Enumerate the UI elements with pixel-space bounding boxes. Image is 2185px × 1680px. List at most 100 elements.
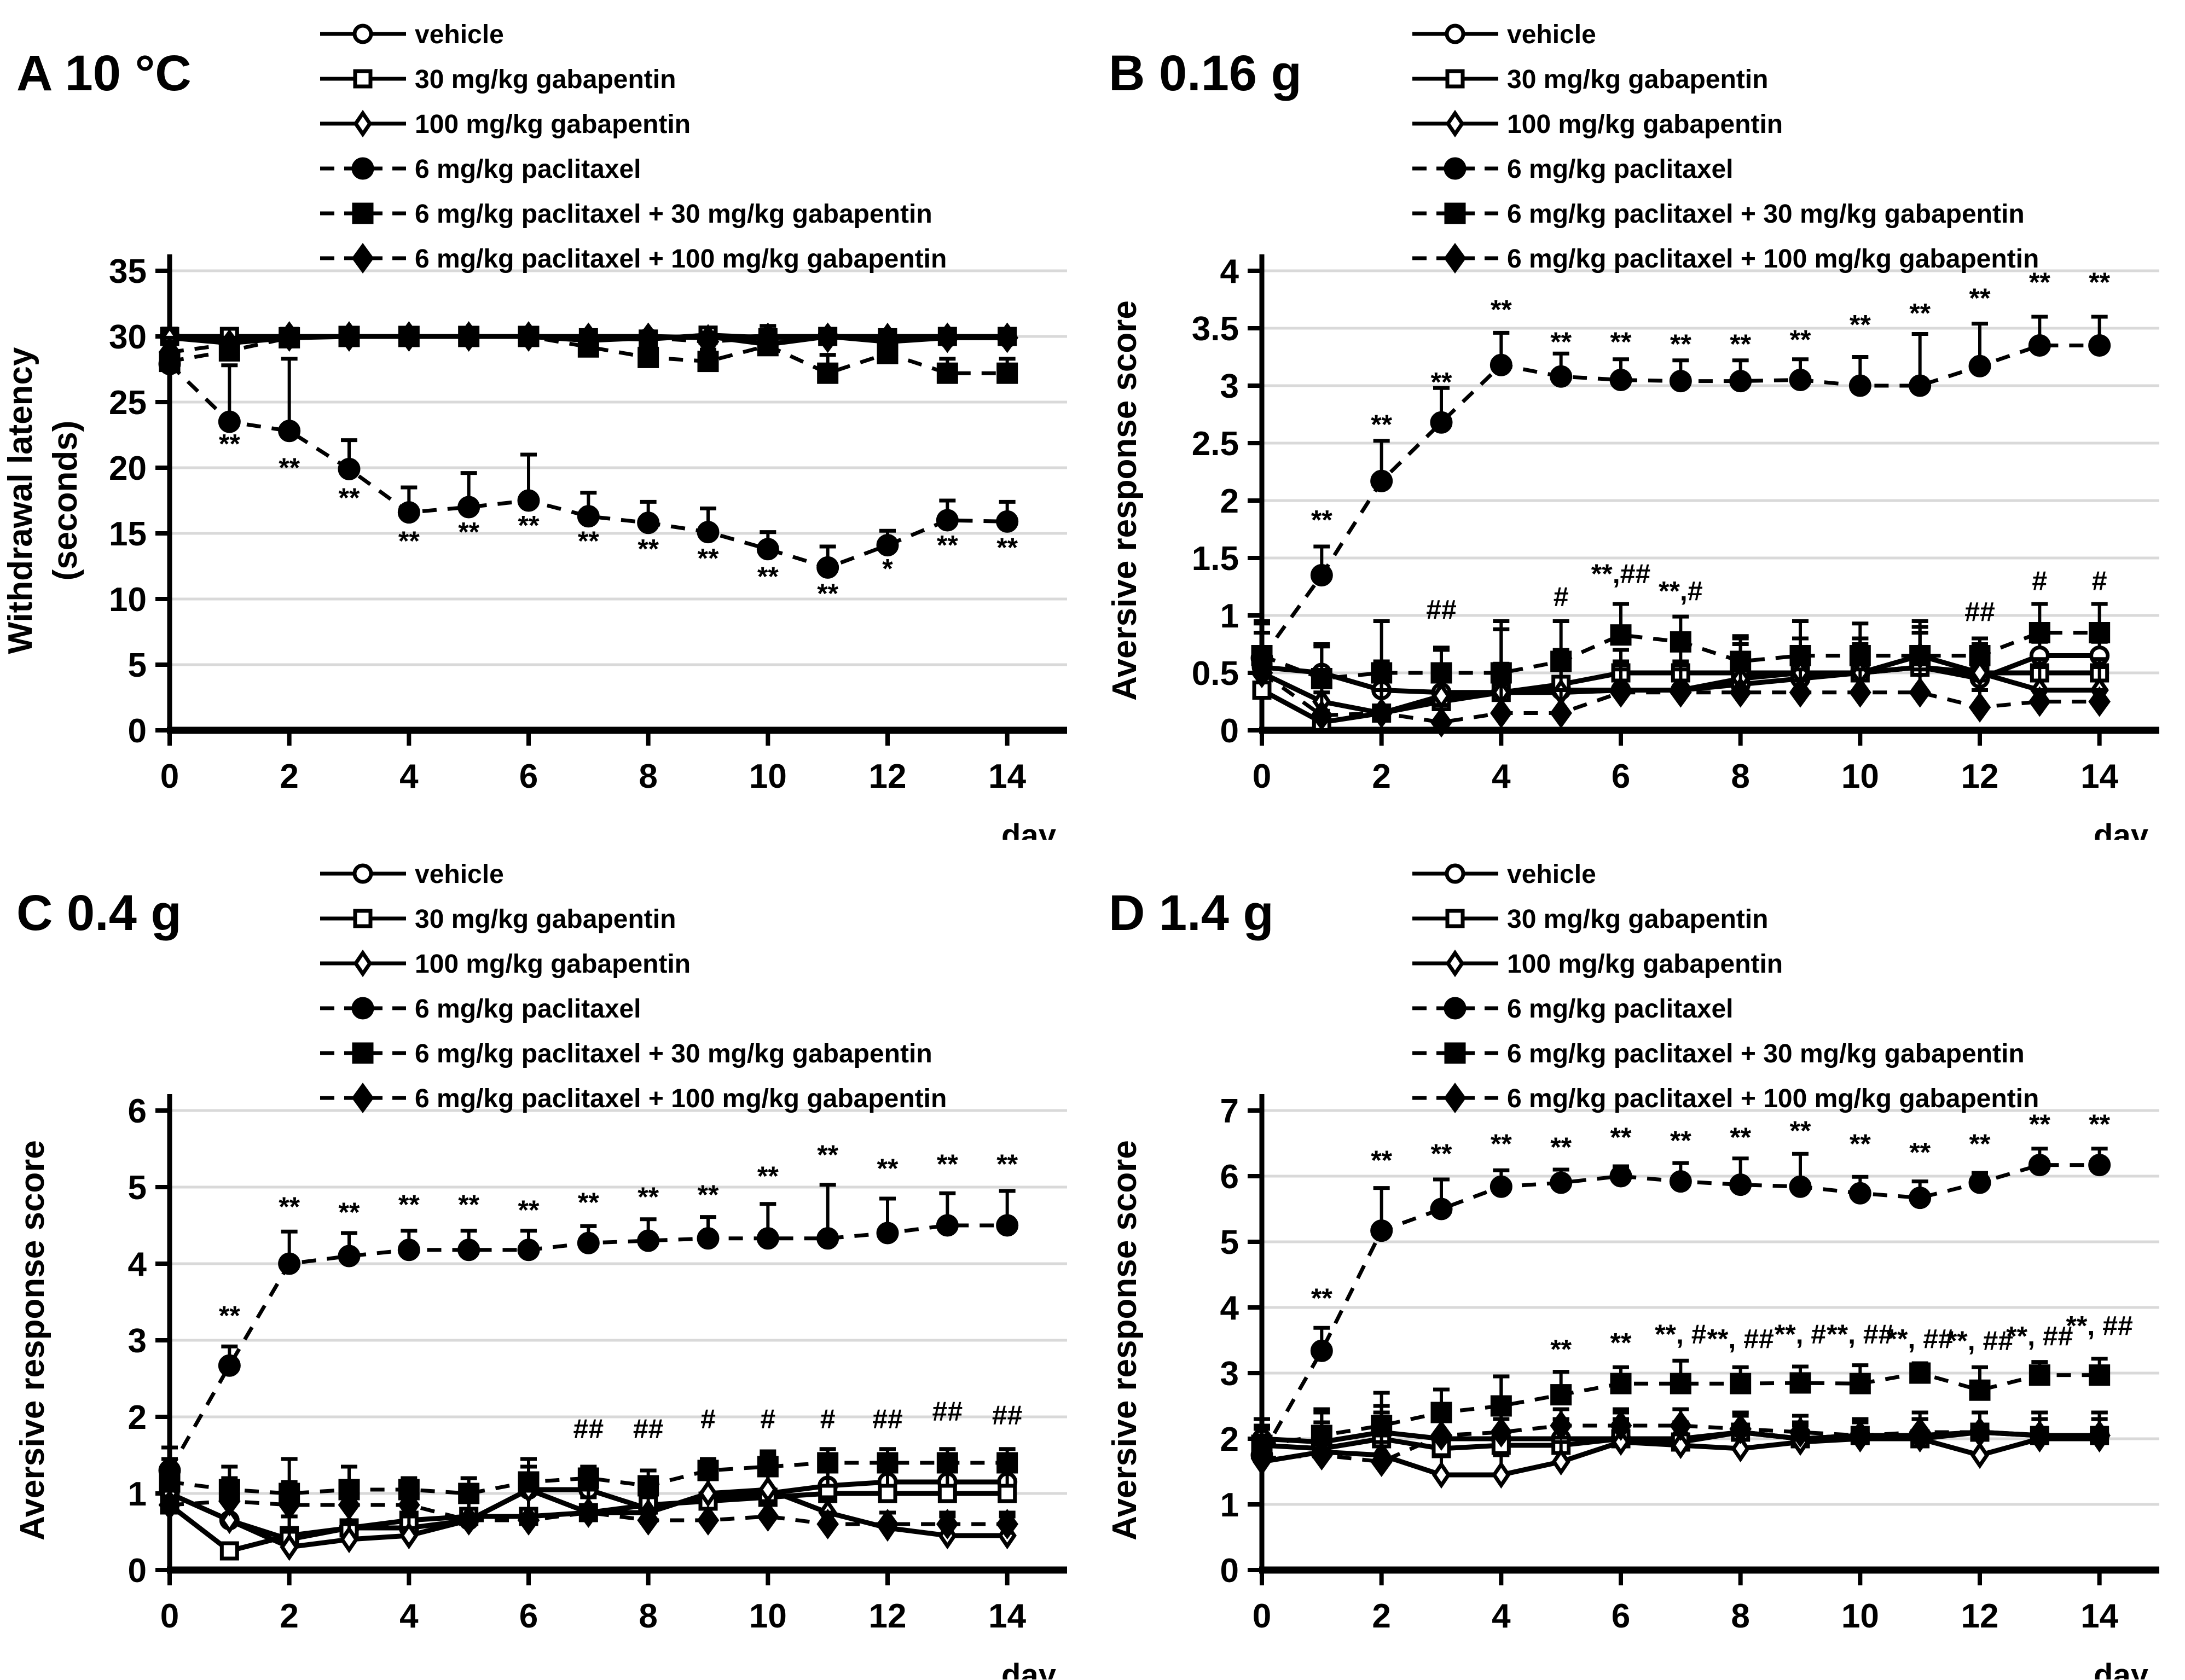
filled-diamond-marker [1968,1417,1991,1448]
series-6-mg-kg-paclitaxel [158,1183,1019,1482]
panel-C: 0 1 2 3 4 5 6 0 2 4 6 8 10 12 14 day Aversive response s… [0,840,1092,1679]
y-tick-label: 0 [128,712,147,750]
filled-square-marker [1909,1362,1931,1384]
legend-label: 6 mg/kg paclitaxel + 100 mg/kg gabapenti… [415,1084,947,1113]
legend-label: 30 mg/kg gabapentin [415,65,676,94]
filled-circle-marker [637,511,660,534]
gridlines [170,269,1067,666]
significance-marker: ** [458,516,479,547]
y-tick-label: 6 [1220,1158,1239,1196]
y-axis-label: Aversive response score [1106,300,1144,701]
panel-title: C 0.4 g [16,885,182,941]
filled-circle-marker [351,997,374,1020]
x-tick-label: 4 [399,758,419,795]
filled-diamond-marker [1789,1417,1812,1448]
filled-circle-marker [1370,1219,1393,1242]
legend-item: 30 mg/kg gabapentin [320,905,676,934]
significance-annotations: ********* ** **** ** ********* ** [219,429,1018,609]
panel-A: 0 5 10 15 20 25 30 35 0 2 4 6 8 10 12 14 day Withdrawal l… [0,0,1092,840]
filled-diamond-marker [2088,1420,2111,1451]
filled-square-marker [1969,645,1991,666]
filled-circle-marker [2088,334,2111,357]
filled-diamond-marker [1789,677,1812,708]
x-tick-label: 10 [1841,758,1879,795]
filled-diamond-marker [1430,707,1453,738]
y-tick-label: 30 [109,318,147,356]
legend-item: 6 mg/kg paclitaxel + 30 mg/kg gabapentin [1412,1039,2025,1068]
panel-D: 0 1 2 3 4 5 6 7 0 2 4 6 8 10 12 14 day Aversive response … [1092,840,2184,1679]
significance-marker: **, ## [1827,1319,1893,1350]
significance-marker: # [1554,582,1569,612]
significance-marker: ** [578,526,599,556]
filled-square-marker [757,1456,779,1478]
y-tick-label: 1.5 [1192,540,1239,578]
filled-circle-marker [816,556,839,579]
legend-label: 6 mg/kg paclitaxel + 30 mg/kg gabapentin [1507,200,2025,229]
filled-diamond-marker [1670,1410,1692,1441]
x-axis-label: day [2094,818,2148,840]
filled-circle-marker [517,489,540,512]
filled-circle-marker [936,1214,959,1237]
filled-square-marker [996,1452,1018,1474]
filled-circle-marker [1489,353,1512,376]
filled-diamond-marker [1968,692,1991,723]
filled-diamond-marker [697,1505,720,1536]
significance-marker: ** [518,510,540,540]
filled-square-marker [352,1042,374,1064]
filled-circle-marker [1444,157,1467,180]
significance-marker: ** [1670,1125,1691,1156]
legend-label: 100 mg/kg gabapentin [415,110,691,139]
series-6-mg-kg-paclitaxel-100-mg-kg-gabapentin [1250,648,2111,738]
open-circle-marker [352,24,373,44]
significance-marker: ** [398,1189,420,1220]
y-tick-label: 7 [1220,1092,1239,1130]
filled-diamond-marker [2028,1420,2051,1451]
significance-marker: ## [573,1414,604,1444]
filled-diamond-marker [2088,686,2111,717]
legend-item: 6 mg/kg paclitaxel + 100 mg/kg gabapenti… [320,243,947,274]
y-tick-label: 3 [128,1322,147,1360]
filled-diamond-marker [996,322,1018,353]
significance-annotations: ********** ** ** ** ** ** ** **** **## #**,##**,#… [1311,267,2111,627]
filled-circle-marker [1729,1173,1752,1196]
open-diamond-marker [1445,109,1465,138]
filled-diamond-marker [457,321,480,352]
series-6-mg-kg-paclitaxel-30-mg-kg-gabapentin [1251,602,2111,689]
significance-marker: ** [219,429,240,460]
filled-circle-marker [1550,365,1573,388]
legend-item: 30 mg/kg gabapentin [320,65,676,94]
filled-circle-marker [1310,564,1333,586]
open-diamond-marker [220,1506,239,1534]
filled-diamond-marker [577,1497,600,1528]
significance-marker: **, # [1655,1319,1707,1350]
filled-circle-marker [697,521,720,544]
gridlines [170,1109,1067,1495]
legend-item: 100 mg/kg gabapentin [1412,109,1783,139]
filled-square-marker [1849,1373,1871,1394]
filled-diamond-marker [1490,1417,1512,1448]
significance-marker: ** [1431,367,1452,398]
legend-label: vehicle [1507,20,1596,49]
legend-label: 100 mg/kg gabapentin [1507,950,1783,979]
significance-marker: ## [992,1400,1023,1431]
filled-diamond-marker [1670,677,1692,708]
axes: 0 5 10 15 20 25 30 35 0 2 4 6 8 10 12 14 [109,253,1067,795]
significance-marker: ** [2089,267,2110,298]
significance-marker: ** [578,1187,599,1218]
filled-diamond-marker [158,1490,181,1520]
significance-marker: ** [1969,283,1991,313]
filled-circle-marker [338,1245,361,1268]
filled-circle-marker [637,1229,660,1252]
filled-circle-marker [577,1231,600,1254]
x-axis-label: day [1001,818,1056,840]
filled-circle-marker [1789,1175,1812,1198]
significance-marker: ** [1491,1129,1512,1159]
significance-marker: ** [1491,294,1512,325]
filled-square-marker [2028,622,2050,643]
filled-circle-marker [2088,1154,2111,1177]
significance-marker: ** [996,532,1018,563]
significance-marker: ** [996,1149,1018,1179]
legend-label: 6 mg/kg paclitaxel + 30 mg/kg gabapentin [415,200,932,229]
y-tick-label: 2 [128,1399,147,1437]
